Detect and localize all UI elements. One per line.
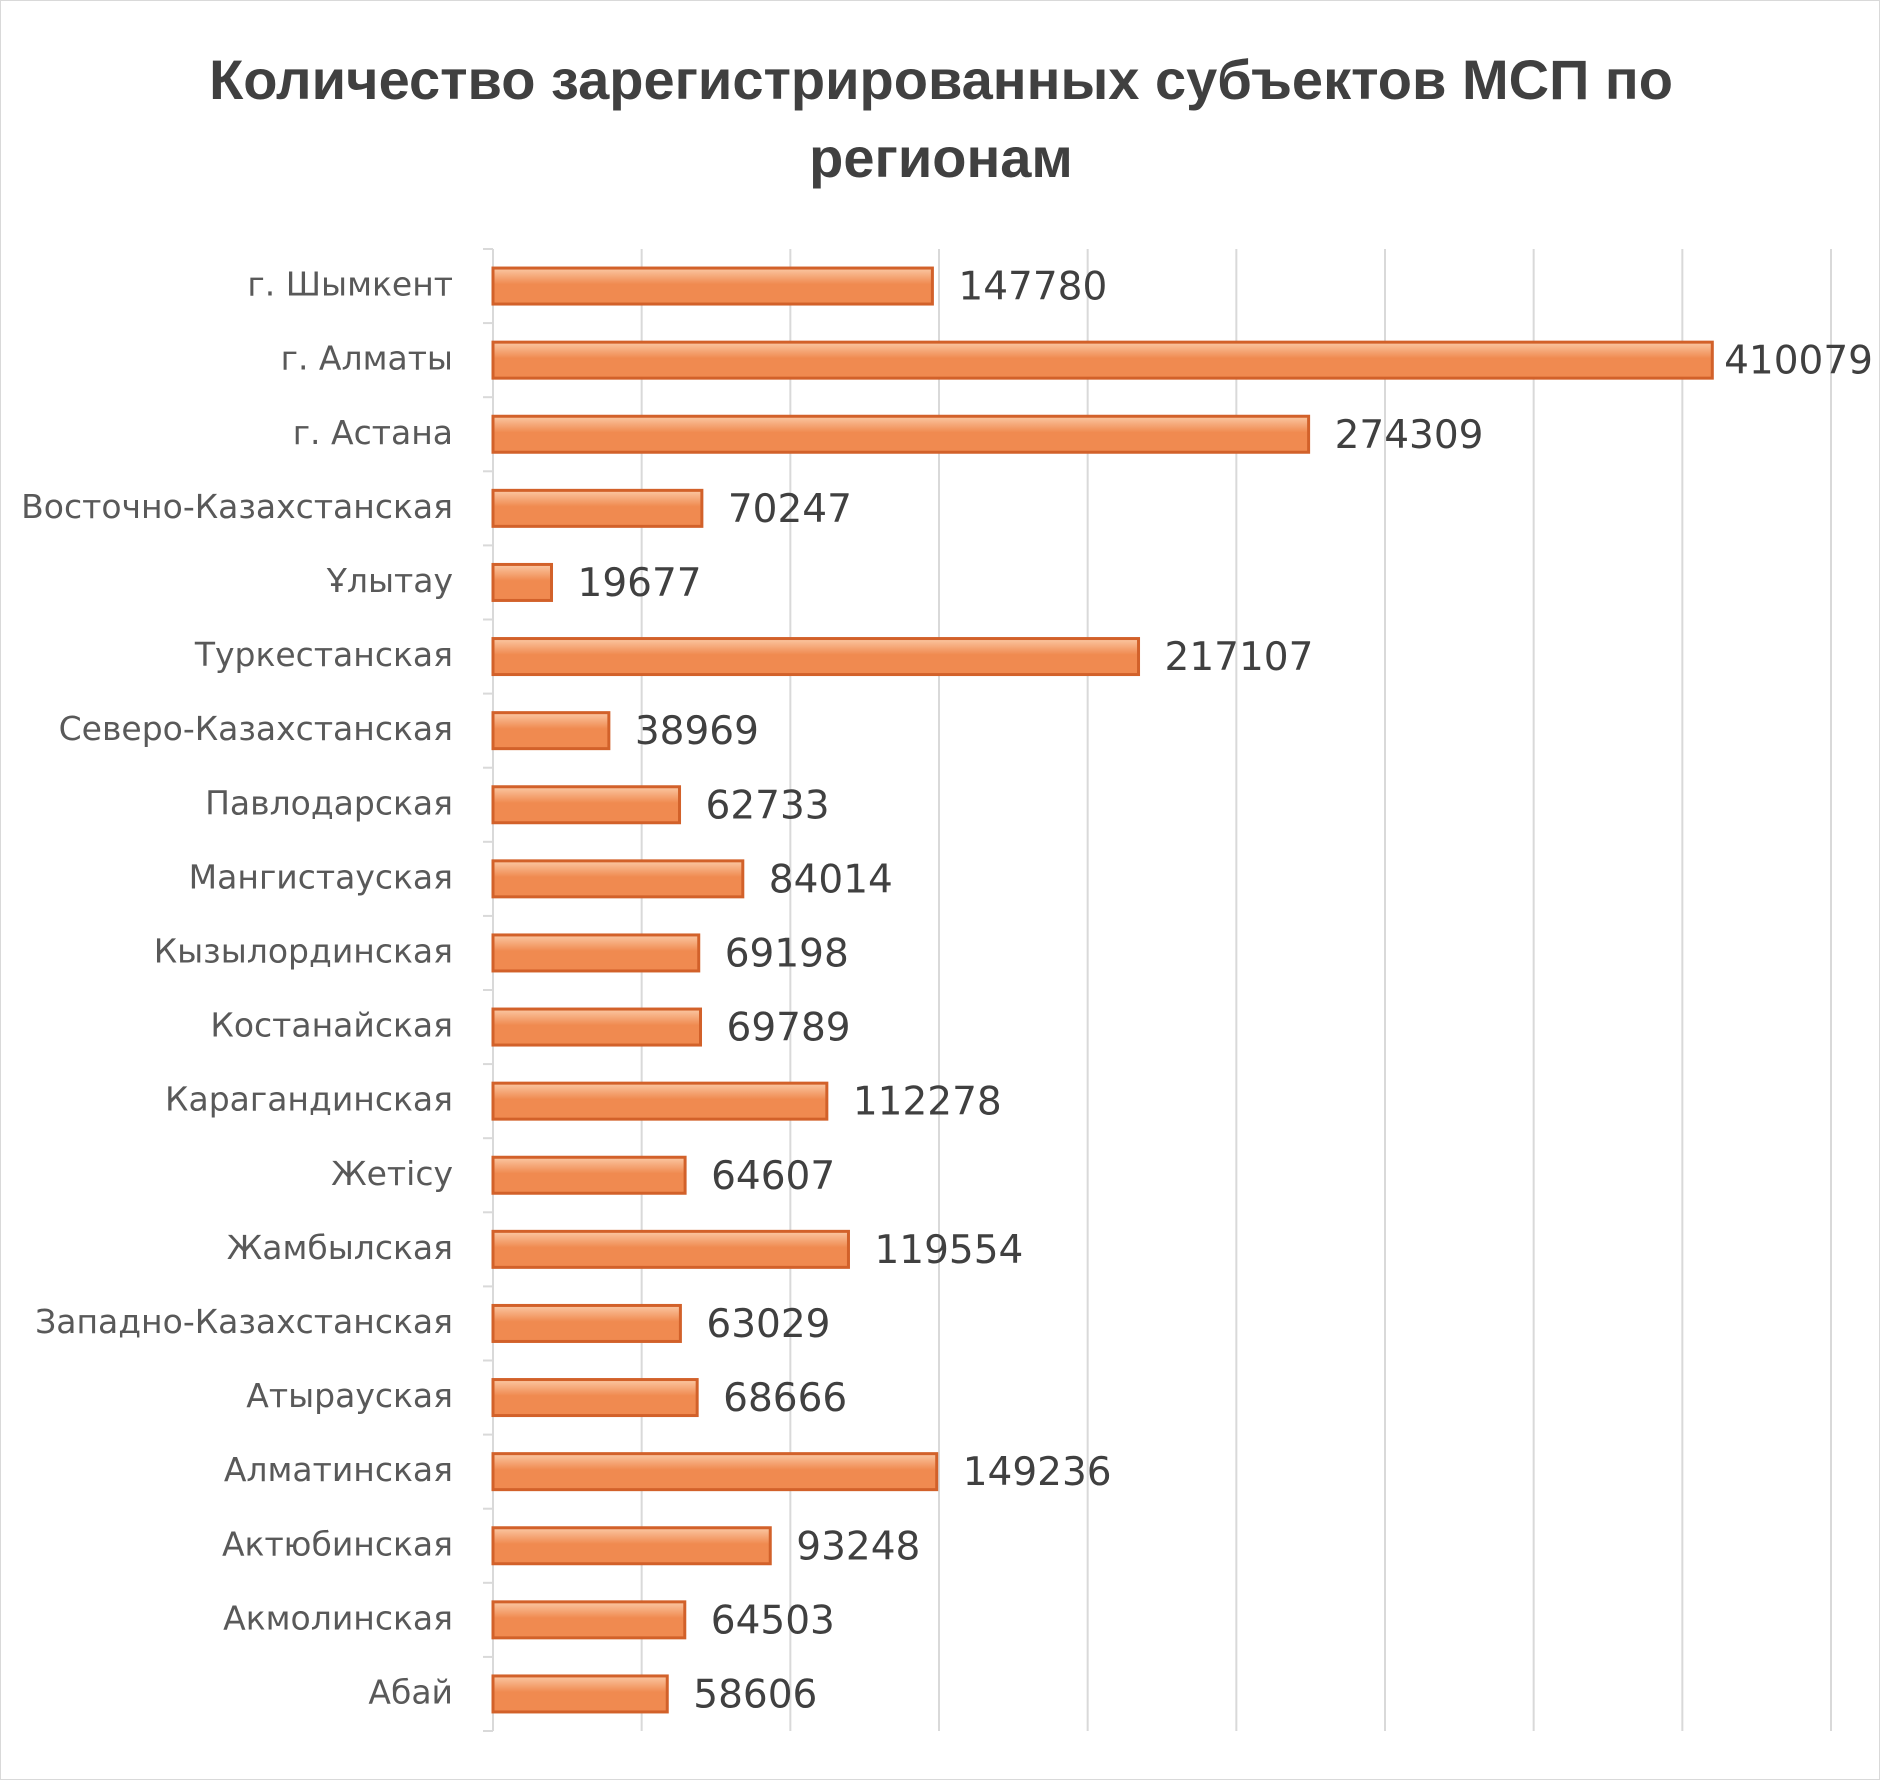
bar <box>491 1600 687 1640</box>
data-label: 64503 <box>711 1598 835 1643</box>
data-label: 217107 <box>1165 635 1314 680</box>
category-label: Актюбинская <box>222 1524 453 1563</box>
bar <box>491 1303 682 1343</box>
bar <box>491 637 1141 677</box>
bars <box>491 266 1714 1714</box>
gridlines <box>640 249 1832 1731</box>
data-label: 119554 <box>874 1228 1023 1273</box>
category-label: Северо-Казахстанская <box>59 709 453 748</box>
data-label: 63029 <box>706 1302 830 1347</box>
bar <box>491 1007 703 1047</box>
data-label: 62733 <box>706 783 830 828</box>
category-axis: г. Шымкент г. Алматы г. Астана Восточно-Каз… <box>21 248 494 1732</box>
category-label: Атырауская <box>246 1376 453 1415</box>
data-label: 69198 <box>725 931 849 976</box>
category-label: Алматинская <box>224 1450 453 1489</box>
bar <box>491 340 1714 380</box>
category-label: г. Астана <box>293 413 453 452</box>
data-label: 112278 <box>853 1080 1002 1125</box>
bar <box>491 1081 829 1121</box>
data-label: 64607 <box>711 1154 835 1199</box>
bar <box>491 859 745 899</box>
bar <box>491 1674 669 1714</box>
bar <box>491 488 704 528</box>
data-label: 19677 <box>578 561 702 606</box>
data-label: 84014 <box>769 857 893 902</box>
data-label: 38969 <box>635 709 759 754</box>
data-label: 149236 <box>963 1450 1112 1495</box>
bar <box>491 933 701 973</box>
category-label: Акмолинская <box>223 1598 453 1637</box>
category-label: Жетісу <box>331 1154 453 1193</box>
data-label: 68666 <box>723 1376 847 1421</box>
category-label: Жамбылская <box>227 1228 453 1267</box>
data-label: 410079 <box>1724 339 1873 384</box>
data-label: 93248 <box>796 1524 920 1569</box>
category-label: Туркестанская <box>194 635 453 674</box>
bar <box>491 562 554 602</box>
bar <box>491 1229 850 1269</box>
category-label: г. Шымкент <box>247 265 453 304</box>
data-label: 69789 <box>727 1006 851 1051</box>
category-label: Ұлытау <box>326 561 453 600</box>
chart-title: Количество зарегистрированных субъектов … <box>209 48 1673 189</box>
data-label: 58606 <box>693 1672 817 1717</box>
category-label: Карагандинская <box>165 1080 453 1119</box>
bar <box>491 785 682 825</box>
category-label: Кызылординская <box>154 931 453 970</box>
category-label: Мангистауская <box>189 857 453 896</box>
data-label: 147780 <box>958 265 1107 310</box>
bar <box>491 711 611 751</box>
data-labels: 147780 410079 274309 70247 19677 217107 38969 6… <box>578 265 1873 1718</box>
category-label: Восточно-Казахстанская <box>21 487 453 526</box>
category-label: Западно-Казахстанская <box>35 1302 453 1341</box>
data-label: 70247 <box>728 487 852 532</box>
category-label: г. Алматы <box>281 339 453 378</box>
bar <box>491 414 1311 454</box>
category-label: Костанайская <box>210 1006 453 1045</box>
data-label: 274309 <box>1335 413 1484 458</box>
category-label: Павлодарская <box>205 783 453 822</box>
category-label: Абай <box>368 1672 453 1711</box>
bar <box>491 1378 699 1418</box>
bar <box>491 1526 772 1566</box>
bar <box>491 266 934 306</box>
bar <box>491 1155 687 1195</box>
bar <box>491 1452 939 1492</box>
